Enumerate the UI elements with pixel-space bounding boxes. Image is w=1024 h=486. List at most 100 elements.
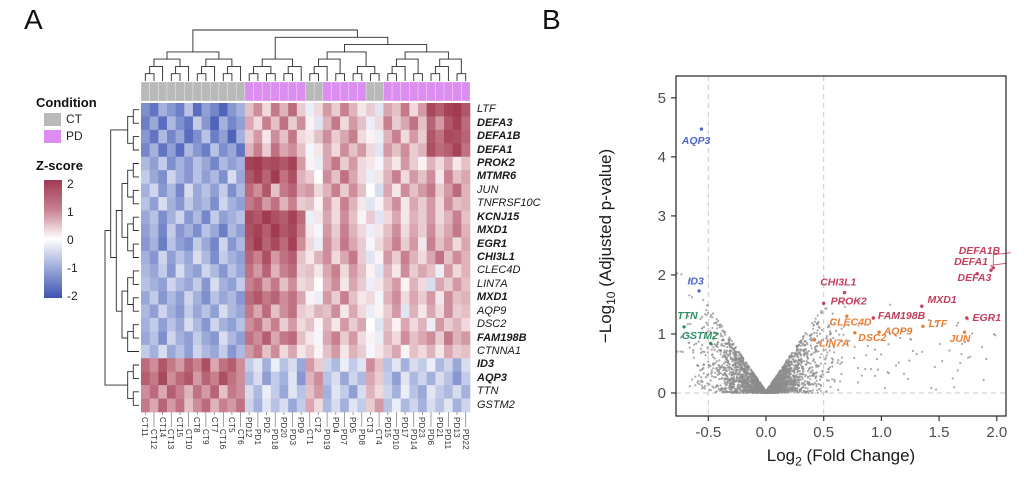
heatmap-cell xyxy=(296,264,306,278)
heatmap-cell xyxy=(400,304,410,319)
heatmap-cell xyxy=(444,385,453,399)
heatmap-row-label: GSTM2 xyxy=(477,398,515,411)
heatmap-cell xyxy=(270,264,280,278)
heatmap-cell xyxy=(444,331,453,346)
heatmap-cell xyxy=(435,331,445,346)
condition-label: CT xyxy=(66,112,82,126)
heatmap-cell xyxy=(357,291,367,305)
heatmap-cell xyxy=(374,223,384,238)
heatmap-cell xyxy=(192,317,202,332)
heatmap-cell xyxy=(426,304,436,319)
heatmap-cell xyxy=(374,385,384,399)
heatmap-cell xyxy=(426,358,436,372)
heatmap-cell xyxy=(201,116,211,131)
heatmap-cell xyxy=(218,116,228,131)
gene-label: DEFA1B xyxy=(959,245,1001,257)
heatmap-cell xyxy=(192,304,202,319)
heatmap-cell xyxy=(426,331,436,346)
heatmap-cell xyxy=(331,250,341,265)
heatmap-cell xyxy=(383,304,393,319)
column-dendrogram xyxy=(144,29,467,81)
heatmap-cell xyxy=(340,170,350,184)
heatmap-cell xyxy=(296,183,306,198)
gene-label: EGR1 xyxy=(973,312,1002,324)
heatmap-cell xyxy=(392,371,402,386)
heatmap-cell xyxy=(452,129,462,144)
heatmap-cell xyxy=(435,304,445,319)
heatmap-cell xyxy=(201,344,211,359)
heatmap-cell xyxy=(305,344,315,359)
heatmap-row-label: DEFA1 xyxy=(477,143,513,156)
heatmap-cell xyxy=(331,385,341,399)
heatmap-cell xyxy=(305,237,315,252)
heatmap-cell xyxy=(141,358,150,372)
heatmap-cell xyxy=(296,358,306,372)
heatmap-cell xyxy=(184,223,194,238)
heatmap-cell xyxy=(314,264,324,278)
heatmap-cell xyxy=(201,385,211,399)
heatmap-cell xyxy=(227,103,237,117)
heatmap-cell xyxy=(366,183,376,198)
gene-label-connector xyxy=(990,262,1007,268)
heatmap-cell xyxy=(210,358,220,372)
heatmap-cell xyxy=(244,398,254,413)
heatmap-cell xyxy=(184,183,194,198)
heatmap-cell xyxy=(314,170,324,184)
heatmap-cell xyxy=(435,129,445,144)
heatmap-cells xyxy=(141,103,471,413)
heatmap-cell xyxy=(426,129,436,144)
heatmap-cell xyxy=(288,129,298,144)
gene-point xyxy=(842,290,847,295)
heatmap-cell xyxy=(210,291,220,305)
heatmap-cell xyxy=(218,183,228,198)
heatmap-cell xyxy=(227,183,237,198)
heatmap-cell xyxy=(340,358,350,372)
heatmap-cell xyxy=(192,210,202,225)
heatmap-cell xyxy=(262,344,272,359)
heatmap-cell xyxy=(444,358,453,372)
column-label-ticks xyxy=(144,412,467,427)
heatmap-cell xyxy=(383,371,393,386)
zscore-tick: 1 xyxy=(67,205,74,219)
heatmap-cell xyxy=(236,156,246,171)
heatmap-cell xyxy=(331,317,341,332)
heatmap-cell xyxy=(244,210,254,225)
heatmap-cell xyxy=(461,103,471,117)
heatmap-cell xyxy=(253,304,263,319)
heatmap-cell xyxy=(149,317,159,332)
heatmap-cell xyxy=(409,223,419,238)
heatmap-cell xyxy=(270,291,280,305)
heatmap-row-label: CTNNA1 xyxy=(477,345,522,358)
condition-legend-item: CT xyxy=(44,112,82,126)
gene-label: AQP3 xyxy=(681,135,711,147)
heatmap-cell xyxy=(305,371,315,386)
heatmap-cell xyxy=(270,223,280,238)
heatmap-cell xyxy=(279,223,289,238)
heatmap-cell xyxy=(227,371,237,386)
heatmap-cell xyxy=(201,277,211,292)
heatmap-cell xyxy=(322,143,332,158)
heatmap-cell xyxy=(444,398,453,413)
heatmap-cell xyxy=(409,398,419,413)
heatmap-cell xyxy=(149,358,159,372)
heatmap-cell xyxy=(383,331,393,346)
heatmap-cell xyxy=(314,358,324,372)
heatmap-cell xyxy=(184,358,194,372)
heatmap-cell xyxy=(452,277,462,292)
heatmap-cell xyxy=(166,331,176,346)
heatmap-cell xyxy=(270,183,280,198)
heatmap-cell xyxy=(175,170,185,184)
heatmap-cell xyxy=(461,277,471,292)
heatmap-cell xyxy=(409,331,419,346)
heatmap-cell xyxy=(149,143,159,158)
heatmap-cell xyxy=(426,344,436,359)
heatmap-cell xyxy=(158,183,168,198)
heatmap-cell xyxy=(357,331,367,346)
condition-cell xyxy=(461,81,471,102)
heatmap-cell xyxy=(288,143,298,158)
heatmap-cell xyxy=(461,304,471,319)
heatmap-cell xyxy=(400,385,410,399)
heatmap-cell xyxy=(314,371,324,386)
heatmap-cell xyxy=(270,210,280,225)
heatmap-cell xyxy=(409,197,419,211)
